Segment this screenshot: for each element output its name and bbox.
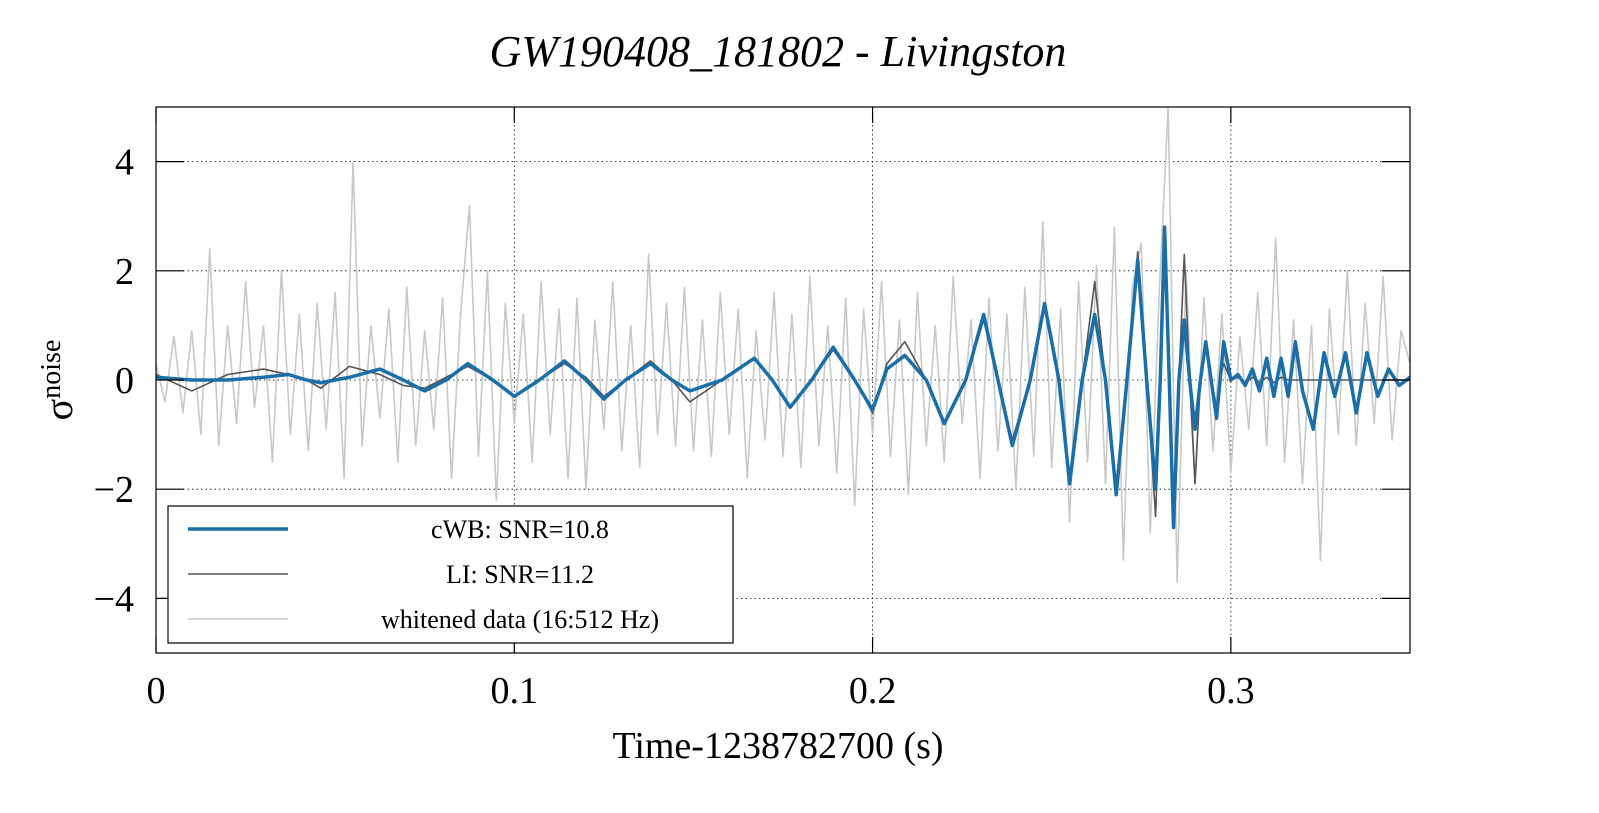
- y-label-subscript: noise: [36, 340, 67, 399]
- x-tick-label: 0.2: [849, 670, 897, 712]
- y-tick-label: 0: [115, 360, 134, 402]
- chart-title: GW190408_181802 - Livingston: [490, 27, 1067, 76]
- y-tick-label: 4: [115, 142, 134, 184]
- legend-label: cWB: SNR=10.8: [431, 515, 609, 544]
- x-axis-label: Time-1238782700 (s): [612, 725, 943, 767]
- x-tick-label: 0.1: [491, 670, 539, 712]
- ticks: 0 0.1 0.2 0.3 −4 −2 0 2 4: [94, 107, 1410, 712]
- y-tick-label: 2: [115, 251, 134, 293]
- legend: cWB: SNR=10.8 LI: SNR=11.2 whitened data (…: [167, 505, 734, 644]
- y-label-symbol: σ: [36, 399, 81, 421]
- plot-area: [156, 107, 1410, 583]
- y-tick-label: −4: [94, 578, 134, 620]
- x-tick-label: 0.3: [1207, 670, 1255, 712]
- series-line: [156, 107, 1410, 583]
- legend-label: whitened data (16:512 Hz): [381, 605, 659, 634]
- y-axis-label: σnoise: [36, 340, 81, 421]
- x-tick-label: 0: [147, 670, 166, 712]
- series-line: [156, 225, 1410, 530]
- legend-label: LI: SNR=11.2: [446, 560, 594, 589]
- y-tick-label: −2: [94, 469, 134, 511]
